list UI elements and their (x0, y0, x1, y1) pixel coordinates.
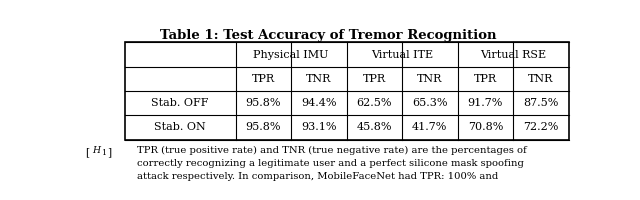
Text: TPR: TPR (363, 74, 386, 84)
Text: 62.5%: 62.5% (356, 98, 392, 108)
Text: [: [ (85, 147, 89, 157)
Text: TNR: TNR (306, 74, 332, 84)
Text: Virtual RSE: Virtual RSE (480, 50, 546, 60)
Text: 91.7%: 91.7% (468, 98, 503, 108)
Text: TPR: TPR (252, 74, 275, 84)
Text: Stab. ON: Stab. ON (154, 122, 206, 132)
Text: 65.3%: 65.3% (412, 98, 447, 108)
Text: 95.8%: 95.8% (246, 98, 281, 108)
Text: 41.7%: 41.7% (412, 122, 447, 132)
Text: 95.8%: 95.8% (246, 122, 281, 132)
Text: Stab. OFF: Stab. OFF (152, 98, 209, 108)
Text: Physical IMU: Physical IMU (253, 50, 329, 60)
Text: 93.1%: 93.1% (301, 122, 337, 132)
Text: 87.5%: 87.5% (523, 98, 559, 108)
Text: TNR: TNR (528, 74, 554, 84)
Text: H: H (92, 146, 100, 155)
Text: 72.2%: 72.2% (523, 122, 559, 132)
Text: TNR: TNR (417, 74, 442, 84)
Text: 94.4%: 94.4% (301, 98, 337, 108)
Text: Table 1: Test Accuracy of Tremor Recognition: Table 1: Test Accuracy of Tremor Recogni… (160, 29, 496, 42)
Text: TPR (true positive rate) and TNR (true negative rate) are the percentages of: TPR (true positive rate) and TNR (true n… (137, 146, 527, 155)
Text: TPR: TPR (474, 74, 497, 84)
Text: correctly recognizing a legitimate user and a perfect silicone mask spoofing: correctly recognizing a legitimate user … (137, 159, 524, 168)
Text: 1: 1 (101, 149, 106, 157)
Text: 70.8%: 70.8% (468, 122, 503, 132)
Text: Virtual ITE: Virtual ITE (371, 50, 433, 60)
Text: 45.8%: 45.8% (356, 122, 392, 132)
Text: attack respectively. In comparison, MobileFaceNet had TPR: 100% and: attack respectively. In comparison, Mobi… (137, 172, 499, 181)
Text: ]: ] (107, 147, 111, 157)
